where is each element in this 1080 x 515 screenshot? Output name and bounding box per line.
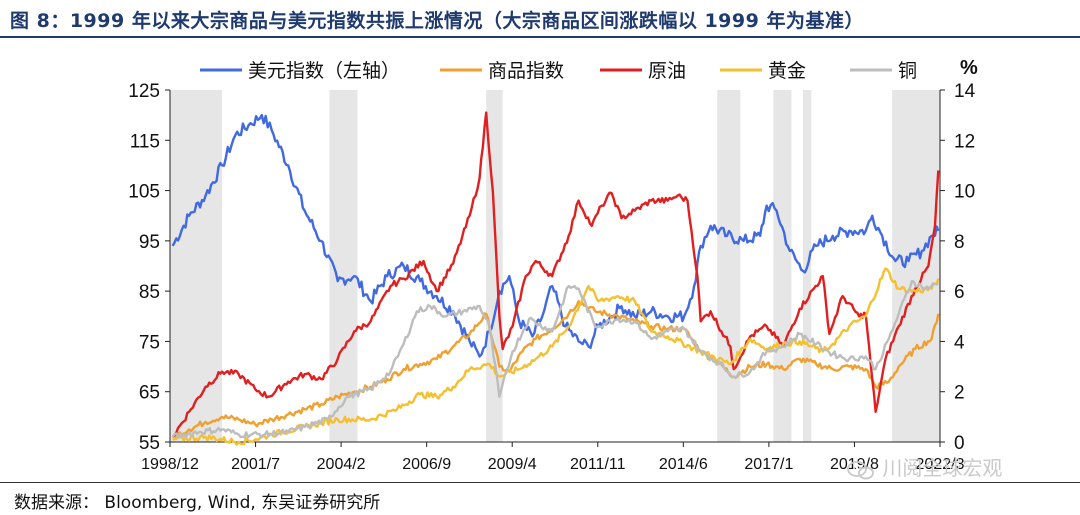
title-rule xyxy=(0,36,1080,38)
y-right-unit-label: % xyxy=(960,57,978,79)
shaded-period-3 xyxy=(486,90,503,442)
series-line-4 xyxy=(172,267,940,446)
axes: 55 65 75 85 95 105 115 125 0 2 4 6 8 10 12 14% 1998/12 20… xyxy=(128,57,978,473)
y-left-tick-label: 105 xyxy=(128,182,160,203)
x-tick-label: 2004/2 xyxy=(317,456,366,473)
y-left-tick-label: 115 xyxy=(130,131,160,152)
shaded-period-5 xyxy=(773,90,792,442)
y-left-tick-label: 65 xyxy=(139,383,160,404)
figure-title: 图 8：1999 年以来大宗商品与美元指数共振上涨情况（大宗商品区间涨跌幅以 1… xyxy=(10,10,864,32)
x-tick-label: 2001/7 xyxy=(231,456,280,473)
legend-label-5: 铜 xyxy=(898,60,917,82)
legend-label-3: 原油 xyxy=(648,60,686,82)
series-line-1 xyxy=(171,113,940,358)
series-line-2 xyxy=(171,300,940,439)
source-note: 数据来源： Bloomberg, Wind, 东吴证券研究所 xyxy=(14,493,381,513)
shaded-period-1 xyxy=(170,90,223,442)
legend: 美元指数（左轴） 商品指数 原油 黄金 铜 xyxy=(200,60,917,82)
y-right-tick-label: 6 xyxy=(954,282,965,303)
y-left-tick-label: 125 xyxy=(128,81,160,102)
wechat-icon xyxy=(847,460,874,479)
legend-label-2: 商品指数 xyxy=(488,60,564,82)
y-right-tick-label: 0 xyxy=(954,433,965,454)
y-right-tick-label: 10 xyxy=(954,182,975,203)
y-left-tick-label: 55 xyxy=(139,433,160,454)
shaded-period-7 xyxy=(892,90,940,442)
y-right-tick-label: 14 xyxy=(954,81,976,102)
x-tick-label: 2006/9 xyxy=(402,456,451,473)
x-tick-label: 1998/12 xyxy=(141,456,199,473)
y-right-tick-label: 4 xyxy=(954,332,965,353)
series-lines xyxy=(171,111,940,446)
x-tick-label: 2017/1 xyxy=(744,456,793,473)
legend-label-1: 美元指数（左轴） xyxy=(248,60,400,82)
y-right-tick-label: 8 xyxy=(954,232,965,253)
y-right-tick-label: 2 xyxy=(954,383,965,404)
x-tick-label: 2011/11 xyxy=(570,456,626,473)
y-left-tick-label: 95 xyxy=(139,232,160,253)
chart: 55 65 75 85 95 105 115 125 0 2 4 6 8 10 12 14% 1998/12 20… xyxy=(128,57,978,473)
x-tick-label: 2014/6 xyxy=(659,456,708,473)
watermark: 川阅全球宏观 xyxy=(846,452,1002,481)
shaded-period-4 xyxy=(717,90,741,442)
plot-frame xyxy=(169,90,941,443)
y-left-tick-label: 75 xyxy=(139,332,160,353)
x-tick-label: 2022/3 xyxy=(916,456,965,473)
x-tick-label: 2009/4 xyxy=(488,456,537,473)
bottom-rule xyxy=(0,482,1080,483)
watermark-text: 川阅全球宏观 xyxy=(882,456,1003,480)
y-right-tick-label: 12 xyxy=(954,131,975,152)
series-line-5 xyxy=(171,279,939,439)
legend-label-4: 黄金 xyxy=(768,60,806,82)
series-line-3 xyxy=(171,111,940,438)
y-left-tick-label: 85 xyxy=(139,282,160,303)
